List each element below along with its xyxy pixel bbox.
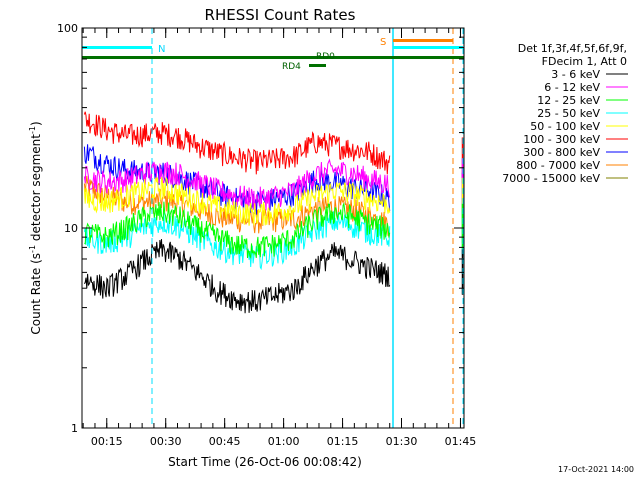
y-axis-label: Count Rate (s-1 detector segment-1) [28, 121, 43, 334]
x-tick-label: 01:00 [268, 435, 300, 448]
legend-label-3: 25 - 50 keV [537, 107, 600, 120]
plot-data [83, 111, 464, 314]
y-axis-label-mid: detector segment [29, 134, 43, 245]
attenuator-bar-rd0 [82, 56, 464, 59]
legend-label-2: 12 - 25 keV [537, 94, 600, 107]
y-tick-label: 10 [64, 222, 78, 235]
x-axis: 00:15 00:30 00:45 01:00 01:15 01:30 01:45 [82, 28, 477, 448]
legend-header-2: FDecim 1, Att 0 [542, 55, 627, 68]
y-axis-label-main: Count Rate (s [29, 253, 43, 335]
attenuator-label-n: N [158, 44, 165, 55]
legend-label-0: 3 - 6 keV [551, 68, 600, 81]
series-line-2 [84, 201, 391, 260]
series-line-0 [83, 239, 391, 314]
x-tick-label: 01:30 [386, 435, 418, 448]
series-line-7 [83, 175, 391, 236]
attenuator-bar-n-right [393, 46, 463, 49]
legend-label-7: 800 - 7000 keV [516, 159, 600, 172]
y-axis: 1 10 100 [57, 22, 464, 435]
x-tick-label: 01:45 [445, 435, 477, 448]
attenuator-label-s: S [380, 37, 386, 48]
legend: Det 1f,3f,4f,5f,6f,9f, FDecim 1, Att 0 3… [502, 42, 628, 185]
attenuator-label-rd0: RD0 [316, 52, 335, 62]
series-line-5 [83, 111, 391, 175]
x-tick-label: 00:15 [91, 435, 123, 448]
attenuator-bar-n [82, 46, 152, 49]
legend-label-5: 100 - 300 keV [523, 133, 600, 146]
legend-label-1: 6 - 12 keV [544, 81, 600, 94]
x-tick-label: 00:30 [150, 435, 182, 448]
y-tick-label: 1 [71, 422, 78, 435]
y-axis-label-sup1: -1 [28, 245, 37, 253]
y-axis-label-end: ) [29, 121, 43, 126]
attenuator-label-rd4: RD4 [282, 62, 301, 72]
legend-label-4: 50 - 100 keV [530, 120, 600, 133]
attenuator-bar-rd4 [309, 64, 326, 67]
chart-title: RHESSI Count Rates [205, 6, 356, 24]
series-line-6 [83, 144, 391, 215]
x-tick-label: 00:45 [209, 435, 241, 448]
footer-timestamp: 17-Oct-2021 14:00 [558, 465, 634, 474]
series-line-1 [83, 158, 391, 212]
y-axis-label-sup2: -1 [28, 126, 37, 134]
legend-label-6: 300 - 800 keV [523, 146, 600, 159]
attenuator-bar-s [393, 39, 453, 42]
y-tick-label: 100 [57, 22, 78, 35]
x-tick-label: 01:15 [327, 435, 359, 448]
x-axis-label: Start Time (26-Oct-06 00:08:42) [168, 455, 362, 469]
series-line-4 [83, 176, 391, 226]
legend-header-1: Det 1f,3f,4f,5f,6f,9f, [518, 42, 627, 55]
legend-label-8: 7000 - 15000 keV [502, 172, 600, 185]
